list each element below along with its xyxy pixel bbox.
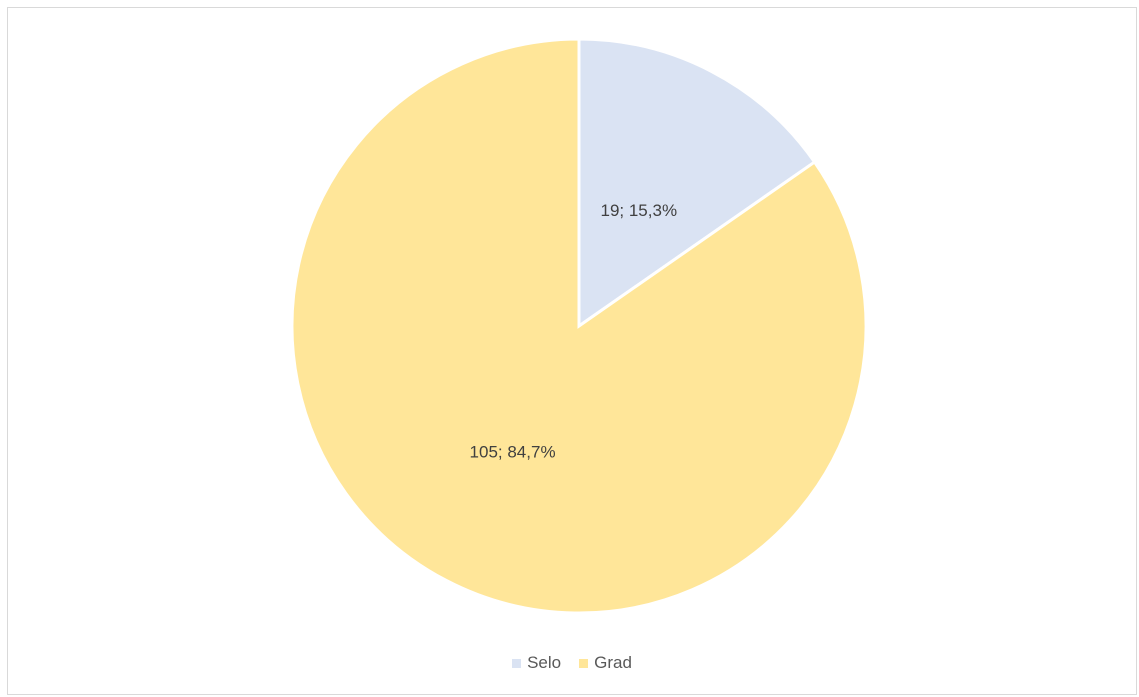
legend-swatch-selo: [512, 658, 522, 668]
legend-item-selo: Selo: [512, 653, 561, 673]
legend-label-selo: Selo: [527, 653, 562, 672]
legend-label-grad: Grad: [594, 653, 632, 672]
legend-swatch-grad: [579, 658, 589, 668]
pie-slice-grad: [290, 37, 868, 615]
data-label-selo: 19; 15,3%: [601, 201, 678, 220]
data-label-grad: 105; 84,7%: [470, 443, 556, 462]
pie-slice-selo: [577, 37, 817, 329]
chart-frame: 19; 15,3% 105; 84,7% Selo Grad: [7, 7, 1137, 695]
pie-chart: 19; 15,3% 105; 84,7%: [290, 37, 868, 615]
legend: Selo Grad: [8, 653, 1136, 673]
legend-item-grad: Grad: [579, 653, 632, 673]
